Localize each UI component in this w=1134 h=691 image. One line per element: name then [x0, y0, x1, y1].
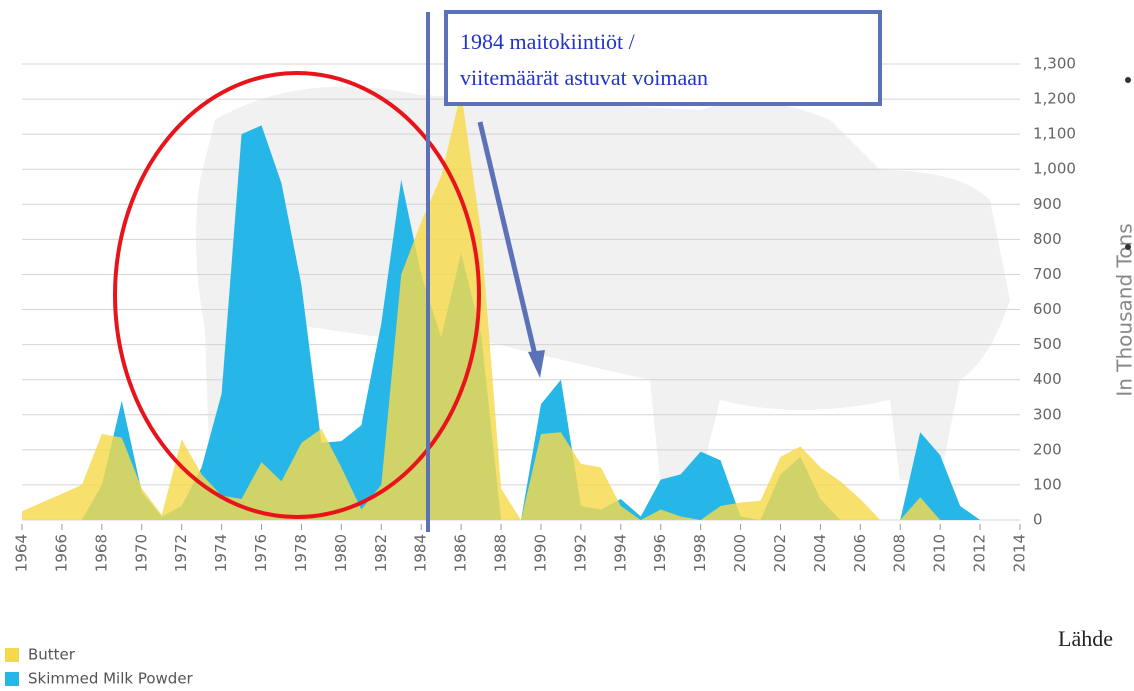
y-tick-label: 700 — [1033, 265, 1062, 283]
page: {"chart_data": { "type": "area", "y_axis… — [0, 0, 1134, 691]
bullet — [1125, 77, 1131, 83]
y-tick-label: 800 — [1033, 230, 1062, 248]
y-tick-label: 1,100 — [1033, 125, 1076, 143]
source-text: Lähde — [1058, 626, 1113, 651]
y-tick-label: 300 — [1033, 405, 1062, 423]
y-tick-label: 900 — [1033, 195, 1062, 213]
legend-label: Skimmed Milk Powder — [28, 670, 194, 688]
y-axis-label: In Thousand Tons — [1113, 223, 1134, 396]
legend-label: Butter — [28, 646, 76, 664]
x-tick-label: 1966 — [52, 534, 70, 572]
x-tick-label: 1986 — [452, 534, 470, 572]
y-tick-label: 1,000 — [1033, 160, 1076, 178]
x-tick-label: 2008 — [891, 534, 909, 572]
bullet — [1125, 244, 1131, 250]
annotation-line: viitemäärät astuvat voimaan — [460, 65, 708, 90]
arrow-head — [528, 350, 545, 378]
x-tick-label: 2010 — [931, 534, 949, 572]
x-tick-label: 1984 — [412, 534, 430, 572]
x-tick-label: 1972 — [172, 534, 190, 572]
x-tick-label: 2002 — [771, 534, 789, 572]
x-tick-label: 1974 — [212, 534, 230, 572]
y-tick-label: 500 — [1033, 335, 1062, 353]
x-tick-label: 1988 — [492, 534, 510, 572]
annotation-box — [446, 12, 880, 104]
x-tick-label: 1998 — [691, 534, 709, 572]
x-tick-label: 2012 — [971, 534, 989, 572]
x-tick-label: 1978 — [292, 534, 310, 572]
x-tick-label: 2000 — [731, 534, 749, 572]
chart: 0 100 200 300 400 500 600 700 800 900 1,000 1,100 1,… — [0, 0, 1134, 691]
x-tick-label: 1970 — [132, 534, 150, 572]
x-tick-label: 1980 — [332, 534, 350, 572]
y-tick-label: 200 — [1033, 440, 1062, 458]
x-tick-label: 1976 — [252, 534, 270, 572]
y-tick-label: 0 — [1033, 511, 1043, 529]
x-tick-label: 1982 — [372, 534, 390, 572]
x-tick-label: 1996 — [651, 534, 669, 572]
legend-swatch — [5, 672, 19, 686]
x-tick-label: 1968 — [92, 534, 110, 572]
x-tick-label: 2006 — [851, 534, 869, 572]
annotation-line: 1984 maitokiintiöt / — [460, 29, 636, 54]
x-tick-label: 1964 — [13, 534, 31, 572]
y-tick-label: 100 — [1033, 475, 1062, 493]
legend-swatch — [5, 648, 19, 662]
x-tick-label: 1992 — [571, 534, 589, 572]
y-tick-label: 400 — [1033, 370, 1062, 388]
x-tick-label: 1990 — [531, 534, 549, 572]
y-tick-label: 1,200 — [1033, 90, 1076, 108]
x-tick-label: 2004 — [811, 534, 829, 572]
x-tick-label: 2014 — [1011, 534, 1029, 572]
y-tick-label: 1,300 — [1033, 55, 1076, 73]
y-tick-label: 600 — [1033, 300, 1062, 318]
x-tick-label: 1994 — [611, 534, 629, 572]
